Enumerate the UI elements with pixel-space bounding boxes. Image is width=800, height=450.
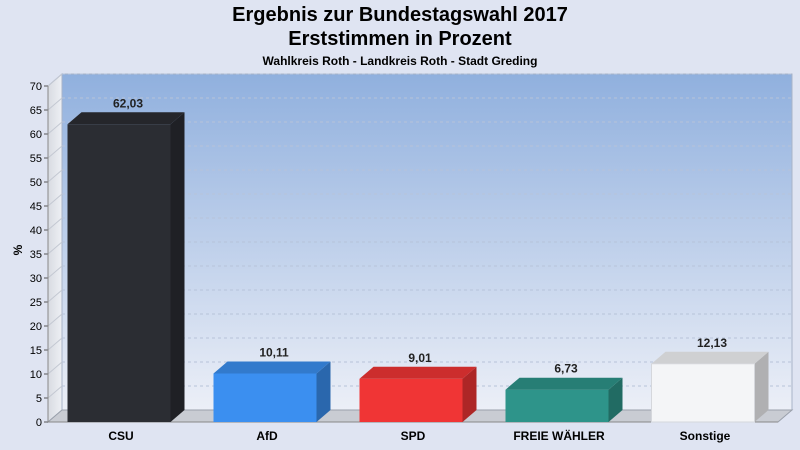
y-tick-label: 25 — [30, 297, 42, 309]
bar-sonstige — [651, 351, 769, 423]
gridline-side — [47, 73, 63, 87]
y-tick-label: 10 — [30, 369, 42, 381]
bar-side — [316, 361, 331, 422]
gridline-side — [47, 289, 63, 303]
data-label: 12,13 — [697, 336, 727, 350]
y-tick-label: 0 — [36, 417, 42, 429]
x-tick-label: AfD — [256, 429, 278, 443]
bar-side — [462, 366, 477, 422]
bar-top — [505, 377, 623, 390]
gridline-side — [47, 385, 63, 399]
data-label: 62,03 — [113, 96, 143, 110]
y-tick-label: 5 — [36, 393, 42, 405]
y-tick-label: 30 — [30, 273, 42, 285]
y-tick-label: 20 — [30, 321, 42, 333]
bar-freie-w-hler — [505, 377, 623, 422]
y-tick-label: 65 — [30, 105, 42, 117]
bar-top — [67, 112, 185, 125]
gridline-side — [47, 217, 63, 231]
y-tick-label: 40 — [30, 225, 42, 237]
bar-front — [505, 389, 609, 422]
y-tick-label: 35 — [30, 249, 42, 261]
y-tick-label: 45 — [30, 201, 42, 213]
data-label: 9,01 — [408, 351, 432, 365]
bar-top — [359, 366, 477, 379]
data-label: 10,11 — [259, 345, 289, 359]
gridline-side — [47, 241, 63, 255]
y-tick-label: 70 — [30, 81, 42, 93]
y-axis-label: % — [11, 244, 25, 255]
gridline-side — [47, 121, 63, 135]
gridline-side — [47, 337, 63, 351]
gridline-side — [47, 313, 63, 327]
y-tick-label: 15 — [30, 345, 42, 357]
gridline-side — [47, 265, 63, 279]
gridline-side — [47, 193, 63, 207]
bar-front — [651, 363, 755, 422]
chart-title-line2: Erststimmen in Prozent — [288, 28, 512, 50]
bar-side — [608, 377, 623, 422]
bar-top — [213, 361, 331, 374]
y-tick-label: 50 — [30, 177, 42, 189]
bar-top — [651, 351, 769, 364]
bar-front — [213, 373, 317, 422]
gridline-side — [47, 361, 63, 375]
y-tick-label: 55 — [30, 153, 42, 165]
bar-spd — [359, 366, 477, 422]
chart-title: Ergebnis zur Bundestagswahl 2017 — [232, 4, 568, 26]
bar-outline — [651, 363, 755, 423]
x-tick-label: SPD — [401, 429, 426, 443]
bar-front — [67, 124, 171, 423]
data-label: 6,73 — [554, 362, 578, 376]
gridline-side — [47, 97, 63, 111]
bar-side — [754, 351, 769, 422]
x-tick-label: FREIE WÄHLER — [513, 428, 605, 443]
bar-csu — [67, 112, 185, 423]
gridline-side — [47, 145, 63, 159]
bar-front — [359, 378, 463, 422]
x-tick-label: CSU — [108, 429, 133, 443]
y-tick-label: 60 — [30, 129, 42, 141]
gridline-side — [47, 169, 63, 183]
x-tick-label: Sonstige — [680, 429, 731, 443]
chart-subtitle: Wahlkreis Roth - Landkreis Roth - Stadt … — [262, 54, 538, 68]
bar-side — [170, 112, 185, 423]
bar-afd — [213, 361, 331, 422]
